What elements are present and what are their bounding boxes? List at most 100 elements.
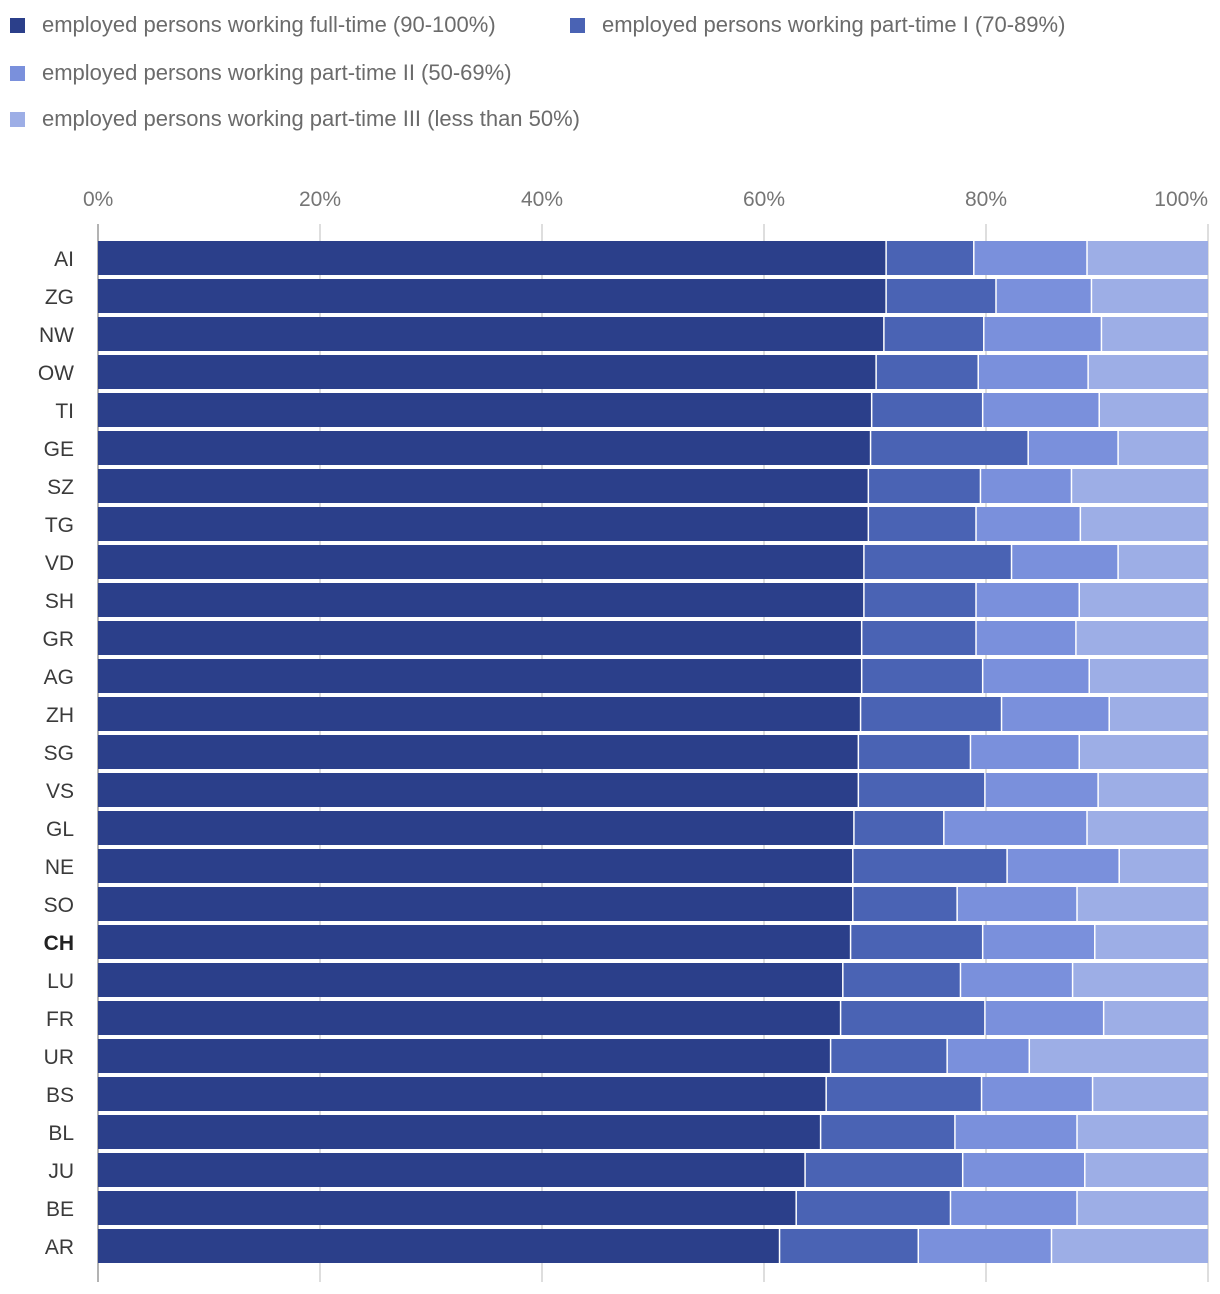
category-label: BE <box>46 1198 74 1221</box>
bar-segment-gr-series-0 <box>98 621 862 655</box>
legend-item-part-time-1[interactable]: employed persons working part-time I (70… <box>570 12 1065 38</box>
bar-segment-ag-series-3 <box>1089 659 1208 693</box>
bar-segment-tg-series-1 <box>868 507 977 541</box>
bar-segment-bs-series-3 <box>1092 1077 1208 1111</box>
bar-segment-vd-series-0 <box>98 545 864 579</box>
bar-segment-sh-series-1 <box>863 583 977 617</box>
bar-segment-ti-series-0 <box>98 393 872 427</box>
bar-segment-ar-series-0 <box>98 1229 780 1263</box>
category-label: ZH <box>46 704 74 727</box>
bar-segment-ju-series-3 <box>1084 1153 1208 1187</box>
bar-segment-ar-series-2 <box>918 1229 1052 1263</box>
bar-segment-ti-series-1 <box>871 393 983 427</box>
bar-segment-bl-series-0 <box>98 1115 821 1149</box>
bar-segment-zh-series-2 <box>1001 697 1110 731</box>
bar-segment-ne-series-3 <box>1119 849 1208 883</box>
bar-segment-so-series-1 <box>852 887 958 921</box>
legend-swatch-part-time-2 <box>10 65 25 81</box>
bar-segment-be-series-0 <box>98 1191 797 1225</box>
legend-swatch-part-time-1 <box>570 17 585 33</box>
bar-segment-nw-series-0 <box>98 317 884 351</box>
legend-swatch-full-time <box>10 17 25 33</box>
bar-segment-nw-series-3 <box>1101 317 1208 351</box>
bar-segment-nw-series-2 <box>983 317 1102 351</box>
bar-segment-gr-series-3 <box>1075 621 1208 655</box>
category-label: LU <box>47 970 74 993</box>
category-label: FR <box>46 1008 74 1031</box>
bar-segment-ar-series-1 <box>779 1229 919 1263</box>
bar-segment-sg-series-1 <box>858 735 971 769</box>
bar-segment-ne-series-0 <box>98 849 853 883</box>
bar-segment-bs-series-2 <box>981 1077 1093 1111</box>
bar-segment-zh-series-0 <box>98 697 861 731</box>
bar-segment-tg-series-2 <box>976 507 1081 541</box>
bar-segment-vd-series-2 <box>1011 545 1119 579</box>
bar-segment-sg-series-3 <box>1079 735 1208 769</box>
bar-segment-so-series-3 <box>1077 887 1208 921</box>
bar-segment-tg-series-3 <box>1080 507 1208 541</box>
bar-segment-ag-series-1 <box>861 659 983 693</box>
category-label: AG <box>44 666 74 689</box>
bar-segment-gl-series-3 <box>1087 811 1208 845</box>
bar-segment-ag-series-2 <box>982 659 1090 693</box>
bar-segment-ge-series-1 <box>870 431 1029 465</box>
bar-segment-ch-series-0 <box>98 925 851 959</box>
bar-segment-bl-series-2 <box>954 1115 1078 1149</box>
bar-segment-ju-series-0 <box>98 1153 806 1187</box>
bar-segment-fr-series-0 <box>98 1001 841 1035</box>
bar-segment-zg-series-2 <box>995 279 1092 313</box>
x-tick-label: 60% <box>743 188 785 211</box>
legend-item-part-time-2[interactable]: employed persons working part-time II (5… <box>10 60 512 86</box>
bar-segment-vs-series-3 <box>1098 773 1208 807</box>
bar-segment-sg-series-2 <box>970 735 1080 769</box>
bar-segment-zg-series-1 <box>886 279 996 313</box>
category-label: ZG <box>45 286 74 309</box>
bar-segment-zh-series-3 <box>1109 697 1208 731</box>
category-label: TI <box>55 400 74 423</box>
bar-segment-sh-series-0 <box>98 583 864 617</box>
category-label: AI <box>54 248 74 271</box>
x-tick-label: 20% <box>299 188 341 211</box>
category-label: VD <box>45 552 74 575</box>
bar-segment-be-series-2 <box>950 1191 1078 1225</box>
legend-swatch-part-time-3 <box>10 111 25 127</box>
bar-segment-be-series-3 <box>1077 1191 1208 1225</box>
category-label: NE <box>45 856 74 879</box>
bar-segment-zg-series-3 <box>1091 279 1208 313</box>
category-label: GL <box>46 818 74 841</box>
bar-segment-ch-series-1 <box>850 925 983 959</box>
category-label: NW <box>39 324 74 347</box>
bar-segment-ne-series-2 <box>1007 849 1120 883</box>
bar-segment-ju-series-1 <box>805 1153 963 1187</box>
bar-segment-vs-series-2 <box>984 773 1099 807</box>
bar-segment-tg-series-0 <box>98 507 869 541</box>
bar-segment-sh-series-2 <box>976 583 1080 617</box>
legend-item-part-time-3[interactable]: employed persons working part-time III (… <box>10 106 580 132</box>
bar-segment-ai-series-1 <box>886 241 974 275</box>
category-label: JU <box>48 1160 74 1183</box>
bar-segment-so-series-2 <box>957 887 1078 921</box>
bar-segment-ur-series-2 <box>947 1039 1030 1073</box>
bar-segment-fr-series-1 <box>840 1001 985 1035</box>
bar-segment-ur-series-3 <box>1029 1039 1208 1073</box>
bar-segment-ar-series-3 <box>1051 1229 1208 1263</box>
bar-segment-ag-series-0 <box>98 659 862 693</box>
bar-segment-lu-series-2 <box>960 963 1073 997</box>
bar-segment-ow-series-3 <box>1088 355 1208 389</box>
bar-segment-gl-series-0 <box>98 811 854 845</box>
category-label: CH <box>44 932 74 955</box>
bar-segment-ti-series-2 <box>982 393 1100 427</box>
category-label: SZ <box>47 476 74 499</box>
bar-segment-bs-series-0 <box>98 1077 827 1111</box>
legend-label-full-time: employed persons working full-time (90-1… <box>42 12 496 37</box>
bar-segment-lu-series-1 <box>842 963 961 997</box>
category-label: GE <box>44 438 74 461</box>
bar-segment-sz-series-3 <box>1071 469 1208 503</box>
legend-item-full-time[interactable]: employed persons working full-time (90-1… <box>10 12 496 38</box>
bar-segment-ai-series-0 <box>98 241 887 275</box>
category-label: VS <box>46 780 74 803</box>
x-tick-label: 100% <box>1154 188 1208 211</box>
bar-segment-be-series-1 <box>796 1191 951 1225</box>
category-label: BL <box>48 1122 74 1145</box>
